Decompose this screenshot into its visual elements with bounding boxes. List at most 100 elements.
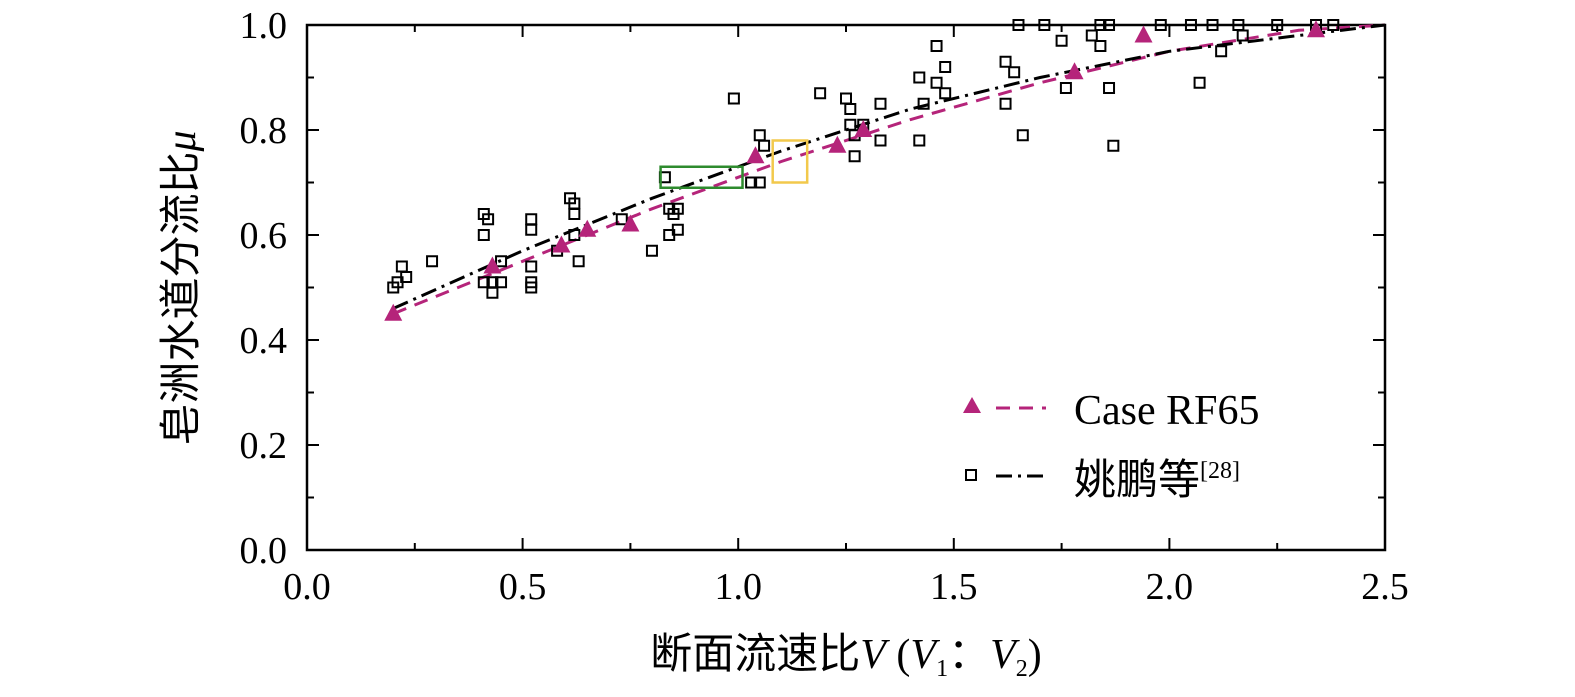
square-point (1103, 19, 1116, 31)
square-point (1055, 34, 1068, 47)
fit-line-series-1 (392, 23, 1386, 310)
y-tick-label: 1.0 (240, 5, 288, 47)
square-point (930, 40, 943, 52)
y-tick-labels: 0.0 0.2 0.4 0.6 0.8 1.0 (240, 5, 288, 572)
square-point (525, 260, 538, 273)
square-point (1215, 45, 1228, 58)
square-point (1206, 19, 1219, 31)
square-point (1038, 19, 1051, 31)
square-point (753, 129, 766, 142)
square-point (395, 260, 408, 273)
triangle-point (552, 235, 571, 253)
square-point (1085, 29, 1098, 42)
x-axis-label: 断面流速比V (V1：V2) (650, 632, 1042, 682)
square-point (939, 87, 952, 100)
square-point (844, 103, 857, 115)
square-point (495, 255, 508, 268)
triangle-point (483, 256, 502, 274)
legend-label-yao-peng-ref: [28] (1200, 458, 1240, 484)
square-point (477, 229, 490, 241)
x-tick-label: 1.0 (714, 566, 762, 608)
legend: Case RF65 姚鹏等[28] (963, 388, 1260, 504)
x-axis-label-main: 断面流速比 (650, 632, 860, 678)
x-axis-label-v1: V (910, 632, 940, 678)
triangle-point (1134, 25, 1153, 43)
legend-marker-square (965, 469, 977, 481)
square-point (913, 71, 926, 84)
y-tick-label: 0.8 (240, 110, 288, 152)
square-point (663, 229, 676, 241)
legend-entry-case-rf65: Case RF65 (963, 388, 1260, 434)
annotation-box-0 (659, 165, 744, 189)
x-axis-label-close: ) (1028, 632, 1042, 678)
y-tick-label: 0.4 (240, 320, 288, 362)
square-point (482, 213, 495, 226)
square-point (645, 244, 658, 257)
x-tick-label: 0.0 (283, 566, 331, 608)
square-point (1094, 40, 1107, 52)
legend-entry-yao-peng: 姚鹏等[28] (965, 458, 1240, 504)
legend-label-yao-peng-name: 姚鹏等 (1074, 458, 1200, 504)
y-tick-label: 0.2 (240, 425, 288, 467)
triangle-point (578, 219, 597, 237)
square-point (426, 255, 439, 268)
x-tick-label: 2.0 (1146, 566, 1194, 608)
square-point (400, 271, 413, 283)
legend-marker-triangle (963, 397, 981, 413)
square-point (525, 223, 538, 236)
legend-label-yao-peng: 姚鹏等[28] (1074, 458, 1240, 504)
square-point (745, 176, 758, 189)
square-point (1059, 82, 1072, 94)
x-axis-label-v2: V (990, 632, 1020, 678)
square-point (874, 134, 887, 147)
x-axis-label-sep: ： (948, 632, 990, 678)
square-point (758, 139, 771, 152)
square-point (939, 61, 952, 73)
square-point (753, 176, 766, 189)
square-point (727, 92, 740, 105)
square-point (999, 97, 1012, 110)
y-tick-label: 0.0 (240, 530, 288, 572)
square-point (1193, 76, 1206, 89)
square-point (525, 213, 538, 226)
square-point (1236, 29, 1249, 42)
square-point (1154, 19, 1167, 31)
square-point (572, 255, 585, 268)
square-point (615, 213, 628, 226)
triangle-point (1307, 20, 1326, 38)
square-point (1008, 66, 1021, 79)
square-point (1184, 19, 1197, 31)
square-point (568, 208, 581, 220)
square-point (1107, 139, 1120, 152)
fit-line-series-0 (392, 23, 1386, 316)
data-markers (384, 19, 1340, 321)
square-point (1327, 19, 1340, 31)
square-point (814, 87, 827, 100)
triangle-point (384, 303, 403, 321)
square-point (671, 202, 684, 215)
x-axis-label-sub1: 1 (936, 656, 948, 682)
square-point (1103, 82, 1116, 94)
square-point (1094, 19, 1107, 31)
triangle-point (828, 135, 847, 153)
square-point (486, 286, 499, 299)
x-tick-label: 2.5 (1361, 566, 1409, 608)
square-point (848, 150, 861, 163)
x-axis-label-open: ( (886, 632, 911, 678)
square-point (874, 97, 887, 110)
square-point (1012, 19, 1025, 31)
x-tick-labels: 0.0 0.5 1.0 1.5 2.0 2.5 (283, 566, 1409, 608)
square-point (1271, 19, 1284, 31)
square-point (840, 92, 852, 105)
square-point (917, 97, 930, 110)
triangle-point (746, 146, 765, 164)
y-axis-label-main: 皂洲水道分流比 (159, 152, 205, 446)
fit-lines (392, 23, 1386, 316)
square-point (525, 281, 538, 294)
y-axis-label: 皂洲水道分流比μ (159, 130, 205, 445)
x-tick-label: 0.5 (499, 566, 547, 608)
annotation-box-1 (771, 139, 809, 184)
square-point (930, 76, 943, 89)
square-point (999, 55, 1012, 68)
